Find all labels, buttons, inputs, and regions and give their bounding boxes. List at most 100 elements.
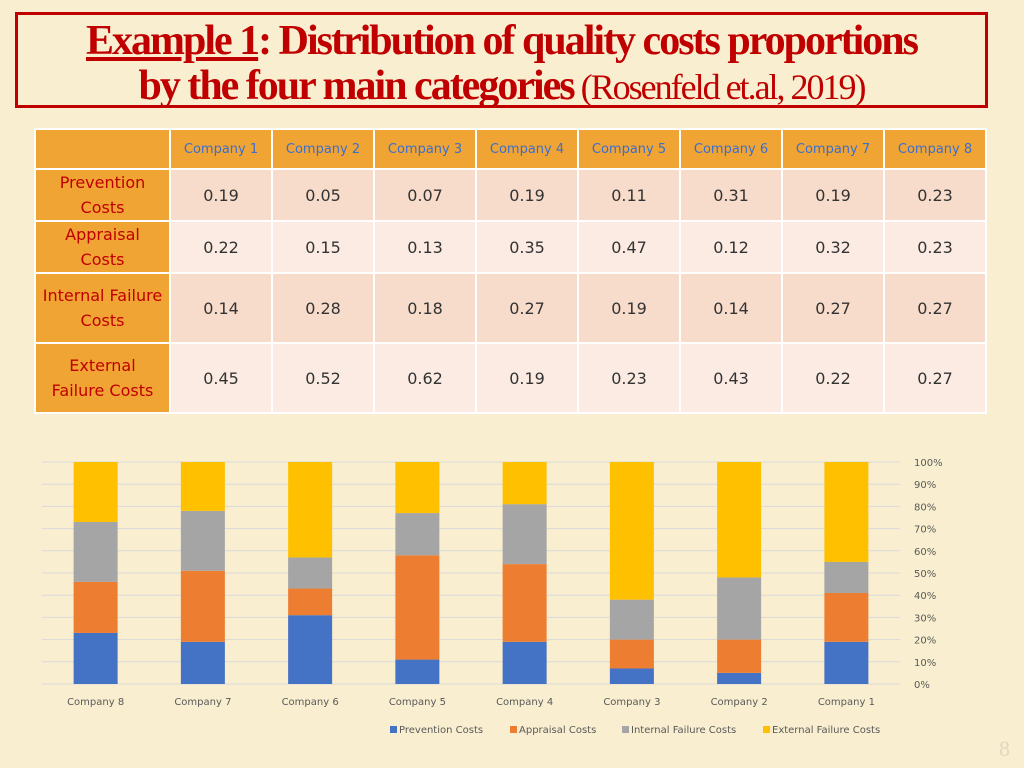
title-example: Example 1: [86, 18, 260, 64]
bar-segment: [717, 577, 762, 640]
table-cell: 0.15: [271, 220, 375, 274]
table-cell: 0.19: [577, 272, 681, 344]
table-cell: 0.05: [271, 168, 375, 222]
y-tick-label: 90%: [914, 480, 936, 491]
bar-segment: [180, 641, 225, 684]
page-number: 8: [999, 736, 1010, 761]
legend-label: External Failure Costs: [772, 725, 880, 736]
legend-swatch: [763, 726, 770, 733]
bar-segment: [609, 599, 654, 640]
table-cell: 0.27: [883, 342, 987, 414]
title-line-2: by the four main categories (Rosenfeld e…: [18, 64, 985, 109]
y-tick-label: 100%: [914, 458, 943, 469]
x-tick-label: Company 8: [67, 697, 124, 708]
bar-segment: [288, 588, 333, 616]
x-tick-label: Company 2: [711, 697, 768, 708]
table-cell: 0.14: [679, 272, 783, 344]
bar-segment: [717, 672, 762, 684]
y-tick-label: 0%: [914, 680, 930, 691]
stacked-bar-chart: 0% 10% 20% 30% 40% 50% 60% 70% 80% 90% 100% Company…: [42, 458, 943, 736]
column-header: Company 5: [577, 128, 681, 170]
table-cell: 0.35: [475, 220, 579, 274]
table-cell: 0.22: [781, 342, 885, 414]
bar-segment: [288, 557, 333, 589]
y-tick-label: 60%: [914, 547, 936, 558]
bar-segment: [502, 462, 547, 505]
bar-segment: [824, 592, 869, 642]
table-cell: 0.47: [577, 220, 681, 274]
bar-segment: [395, 555, 440, 660]
cost-table: Company 1 Company 2 Company 3 Company 4 Comp…: [34, 128, 987, 414]
column-header: Company 2: [271, 128, 375, 170]
bar-segment: [395, 659, 440, 684]
row-label: Prevention Costs: [34, 168, 171, 222]
column-header: Company 4: [475, 128, 579, 170]
table-header-row: Company 1 Company 2 Company 3 Company 4 Comp…: [34, 128, 987, 170]
table-cell: 0.62: [373, 342, 477, 414]
slide-title: Example 1: Distribution of quality costs…: [15, 12, 988, 108]
table-cell: 0.11: [577, 168, 681, 222]
bar-segment: [180, 570, 225, 642]
bar-segment: [180, 510, 225, 571]
y-tick-label: 10%: [914, 658, 936, 669]
table-cell: 0.13: [373, 220, 477, 274]
table-cell: 0.43: [679, 342, 783, 414]
y-tick-label: 20%: [914, 636, 936, 647]
bar-segment: [824, 641, 869, 684]
table-cell: 0.07: [373, 168, 477, 222]
bar-segment: [180, 462, 225, 511]
table-row: Prevention Costs 0.19 0.05 0.07 0.19 0.11 0.31 0…: [34, 168, 987, 222]
table-cell: 0.27: [781, 272, 885, 344]
title-subject: by the four main categories: [138, 63, 575, 109]
legend-swatch: [390, 726, 397, 733]
column-header: Company 3: [373, 128, 477, 170]
row-label: External Failure Costs: [34, 342, 171, 414]
table-cell: 0.19: [781, 168, 885, 222]
x-tick-label: Company 6: [282, 697, 339, 708]
row-label: Internal Failure Costs: [34, 272, 171, 344]
table-cell: 0.45: [169, 342, 273, 414]
y-tick-label: 50%: [914, 569, 936, 580]
y-tick-label: 40%: [914, 591, 936, 602]
column-header: Company 8: [883, 128, 987, 170]
column-header: Company 6: [679, 128, 783, 170]
y-tick-label: 70%: [914, 525, 936, 536]
x-tick-label: Company 3: [603, 697, 660, 708]
bar-segment: [609, 668, 654, 684]
table-cell: 0.52: [271, 342, 375, 414]
bar-segment: [288, 615, 333, 684]
table-row: Internal Failure Costs 0.14 0.28 0.18 0.27 0.1…: [34, 272, 987, 344]
y-tick-label: 80%: [914, 502, 936, 513]
table-cell: 0.22: [169, 220, 273, 274]
bar-segment: [609, 462, 654, 600]
x-tick-label: Company 5: [389, 697, 446, 708]
table-cell: 0.14: [169, 272, 273, 344]
table-corner: [34, 128, 171, 170]
bar-segment: [73, 521, 118, 582]
bar-segment: [717, 639, 762, 673]
table-cell: 0.18: [373, 272, 477, 344]
legend-label: Appraisal Costs: [519, 725, 596, 736]
bar-segment: [502, 564, 547, 642]
bar-segment: [395, 462, 440, 514]
table-cell: 0.19: [475, 342, 579, 414]
y-tick-label: 30%: [914, 613, 936, 624]
bar-segment: [824, 561, 869, 593]
title-citation: (Rosenfeld et.al, 2019): [573, 67, 867, 107]
legend-swatch: [622, 726, 629, 733]
table-cell: 0.27: [475, 272, 579, 344]
table-cell: 0.23: [883, 220, 987, 274]
table-cell: 0.32: [781, 220, 885, 274]
table-cell: 0.23: [577, 342, 681, 414]
bar-segment: [395, 513, 440, 556]
x-tick-label: Company 7: [174, 697, 231, 708]
row-label: Appraisal Costs: [34, 220, 171, 274]
bar-segment: [824, 462, 869, 562]
table-cell: 0.28: [271, 272, 375, 344]
table-cell: 0.12: [679, 220, 783, 274]
legend-label: Internal Failure Costs: [631, 725, 736, 736]
bar-segment: [502, 641, 547, 684]
x-tick-label: Company 1: [818, 697, 875, 708]
bar-segment: [717, 462, 762, 578]
bar-segment: [288, 462, 333, 558]
